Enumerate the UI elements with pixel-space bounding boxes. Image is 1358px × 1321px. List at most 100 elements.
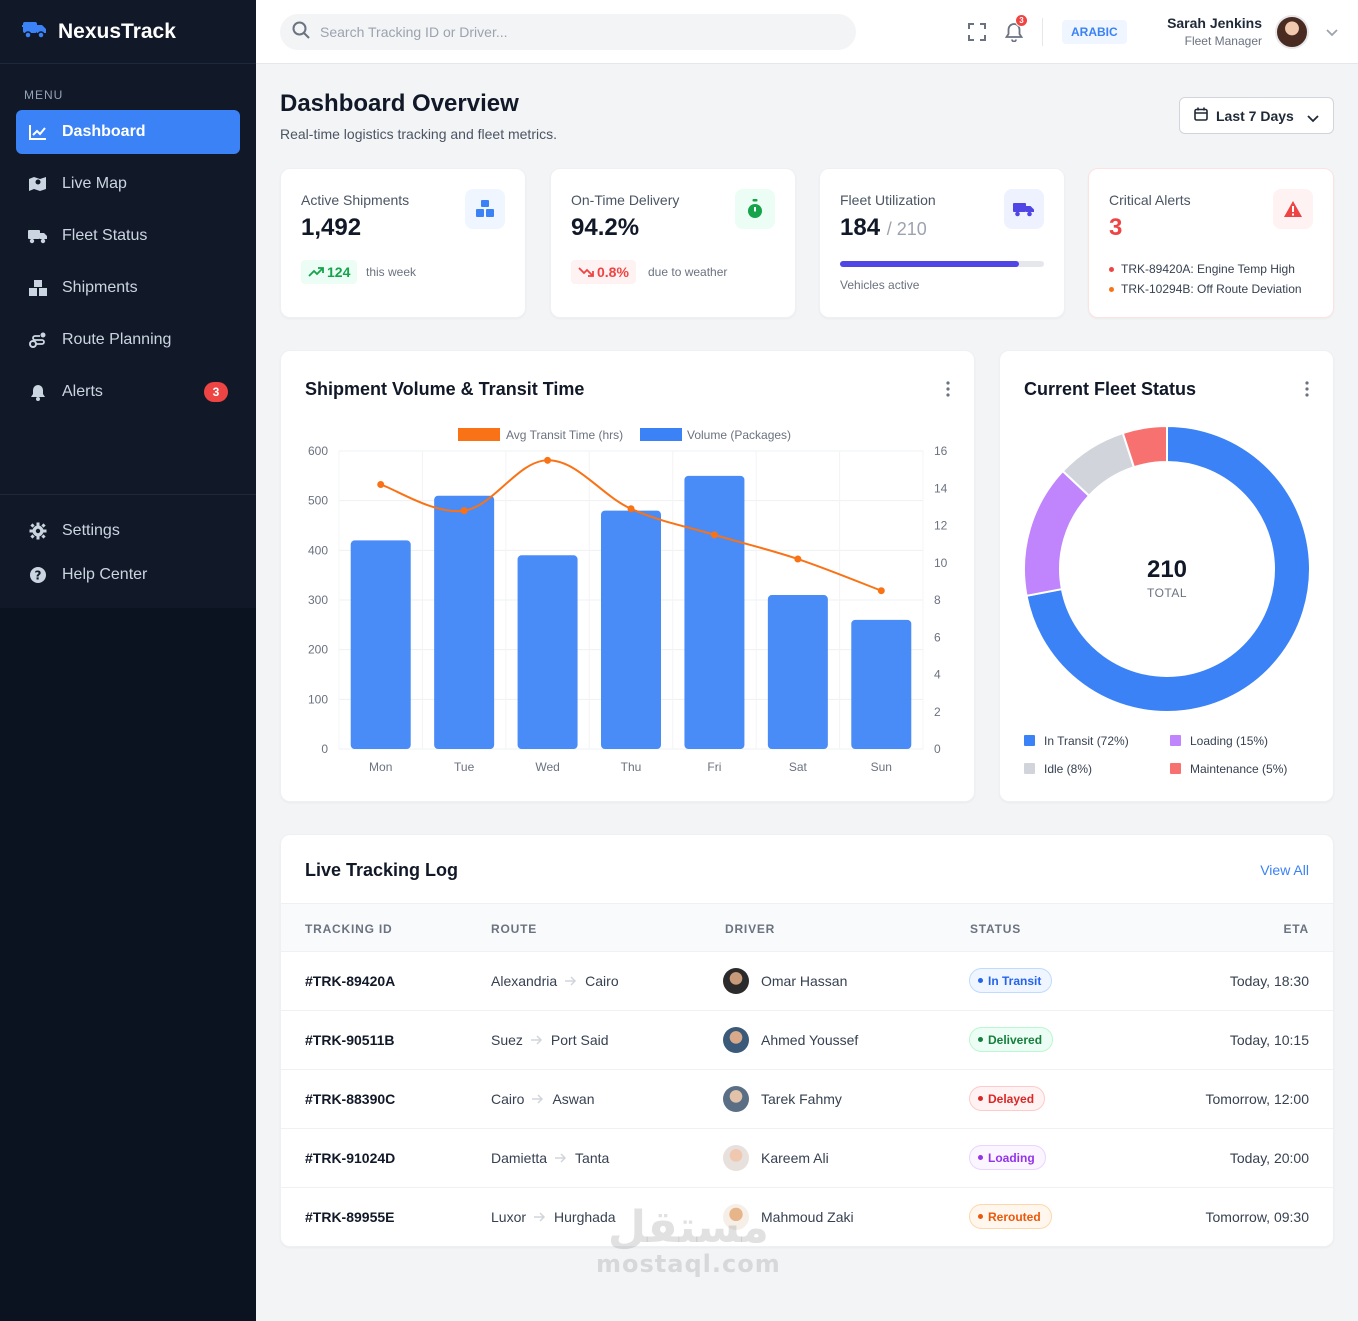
search-input[interactable] — [320, 24, 820, 40]
menu-label: MENU — [24, 88, 64, 102]
tracking-id[interactable]: #TRK-88390C — [305, 1091, 396, 1107]
alert-item[interactable]: TRK-89420A: Engine Temp High — [1109, 262, 1295, 276]
tracking-id[interactable]: #TRK-89955E — [305, 1209, 395, 1225]
sidebar-item-settings[interactable]: Settings — [16, 509, 240, 553]
y-right-tick-label: 14 — [934, 481, 948, 495]
sidebar-item-label: Shipments — [62, 279, 138, 296]
sidebar-item-shipments[interactable]: Shipments — [16, 266, 240, 310]
table-row[interactable]: #TRK-90511B Suez Port Said Ahmed Youssef… — [281, 1010, 1333, 1069]
status-label: Delayed — [988, 1091, 1035, 1106]
alert-text: TRK-10294B: Off Route Deviation — [1121, 282, 1302, 296]
avatar — [723, 1145, 749, 1171]
table-row[interactable]: #TRK-91024D Damietta Tanta Kareem Ali Lo… — [281, 1128, 1333, 1187]
more-options-icon[interactable] — [1304, 381, 1310, 397]
truck-logo-icon — [20, 18, 48, 45]
sidebar-item-route-planning[interactable]: Route Planning — [16, 318, 240, 362]
y-left-tick-label: 500 — [308, 494, 328, 508]
column-header[interactable]: ROUTE — [491, 922, 537, 936]
notification-bell-icon[interactable]: 3 — [1002, 14, 1028, 44]
total-vehicles: / 210 — [886, 219, 927, 239]
svg-text:?: ? — [35, 569, 42, 583]
y-left-tick-label: 600 — [308, 444, 328, 458]
sidebar-item-dashboard[interactable]: Dashboard — [16, 110, 240, 154]
column-header[interactable]: DRIVER — [725, 922, 776, 936]
warning-icon — [1273, 189, 1313, 229]
transit-time-point — [710, 531, 718, 539]
stat-card-critical-alerts: Critical Alerts 3 TRK-89420A: Engine Tem… — [1088, 168, 1334, 318]
chevron-down-icon[interactable] — [1326, 24, 1338, 42]
y-left-tick-label: 0 — [321, 742, 328, 756]
view-all-link[interactable]: View All — [1260, 862, 1309, 878]
column-header[interactable]: ETA — [1283, 922, 1309, 936]
status-badge: Delayed — [969, 1086, 1046, 1111]
card-title: Live Tracking Log — [305, 860, 459, 880]
change-note: this week — [366, 265, 417, 279]
legend-label-transit: Avg Transit Time (hrs) — [506, 428, 623, 442]
card-title: Shipment Volume & Transit Time — [305, 379, 585, 399]
column-header[interactable]: TRACKING ID — [305, 922, 393, 936]
tracking-id[interactable]: #TRK-91024D — [305, 1150, 396, 1166]
header-divider — [1042, 18, 1043, 46]
legend-label: Loading (15%) — [1190, 734, 1268, 748]
y-right-tick-label: 10 — [934, 556, 948, 570]
x-tick-label: Mon — [369, 760, 392, 774]
sidebar-item-label: Alerts — [62, 383, 103, 400]
status-dot — [978, 1037, 983, 1042]
gear-icon — [28, 521, 48, 541]
avatar[interactable] — [1275, 15, 1309, 49]
column-header[interactable]: STATUS — [970, 922, 1022, 936]
stopwatch-icon — [735, 189, 775, 229]
donut-total-label: TOTAL — [1147, 586, 1187, 600]
active-vehicles-count: 184 — [840, 214, 881, 241]
sidebar-bottom-menu: Settings ? Help Center — [0, 494, 256, 608]
stat-value: 184 / 210 — [840, 214, 927, 242]
stat-value: 1,492 — [301, 214, 362, 241]
search-bar[interactable] — [280, 14, 856, 50]
sidebar-item-live-map[interactable]: Live Map — [16, 162, 240, 206]
sidebar-item-label: Settings — [62, 522, 120, 539]
legend-swatch — [1170, 763, 1181, 774]
sidebar: NexusTrack MENU Dashboard Live Map Fleet… — [0, 0, 256, 1321]
sidebar-item-fleet-status[interactable]: Fleet Status — [16, 214, 240, 258]
avatar — [723, 1204, 749, 1230]
y-right-tick-label: 16 — [934, 444, 948, 458]
date-range-select[interactable]: Last 7 Days — [1179, 97, 1334, 134]
driver-name: Ahmed Youssef — [761, 1032, 859, 1048]
route-from: Cairo — [491, 1091, 525, 1107]
language-toggle-button[interactable]: ARABIC — [1062, 20, 1127, 44]
alert-dot — [1109, 266, 1114, 272]
help-icon: ? — [28, 565, 48, 585]
sidebar-item-alerts[interactable]: Alerts 3 — [16, 370, 240, 414]
user-info[interactable]: Sarah Jenkins Fleet Manager — [1167, 15, 1262, 48]
tracking-id[interactable]: #TRK-89420A — [305, 973, 396, 989]
alert-dot — [1109, 286, 1114, 292]
trend-down-icon — [578, 264, 594, 280]
more-options-icon[interactable] — [945, 381, 951, 397]
search-icon — [292, 21, 310, 44]
y-left-tick-label: 300 — [308, 593, 328, 607]
tracking-id[interactable]: #TRK-90511B — [305, 1032, 395, 1048]
status-dot — [978, 1096, 983, 1101]
arrow-right-icon — [532, 1091, 544, 1107]
alerts-count-badge: 3 — [204, 382, 228, 402]
status-dot — [978, 978, 983, 983]
fullscreen-icon[interactable] — [965, 20, 989, 44]
page-title: Dashboard Overview — [280, 90, 519, 117]
utilization-note: Vehicles active — [840, 278, 920, 292]
route-to: Cairo — [585, 973, 619, 989]
y-right-tick-label: 12 — [934, 519, 948, 533]
brand[interactable]: NexusTrack — [0, 0, 256, 64]
x-tick-label: Thu — [621, 760, 642, 774]
sidebar-menu: MENU Dashboard Live Map Fleet Status Shi… — [0, 64, 256, 494]
truck-icon — [1004, 189, 1044, 229]
table-row[interactable]: #TRK-88390C Cairo Aswan Tarek Fahmy Dela… — [281, 1069, 1333, 1128]
sidebar-item-label: Help Center — [62, 566, 148, 583]
alert-item[interactable]: TRK-10294B: Off Route Deviation — [1109, 282, 1302, 296]
route: Damietta Tanta — [491, 1150, 609, 1166]
sidebar-item-help-center[interactable]: ? Help Center — [16, 553, 240, 597]
status-dot — [978, 1214, 983, 1219]
route: Alexandria Cairo — [491, 973, 619, 989]
table-row[interactable]: #TRK-89420A Alexandria Cairo Omar Hassan… — [281, 951, 1333, 1010]
status-badge: Delivered — [969, 1027, 1054, 1052]
table-row[interactable]: #TRK-89955E Luxor Hurghada Mahmoud Zaki … — [281, 1187, 1333, 1246]
